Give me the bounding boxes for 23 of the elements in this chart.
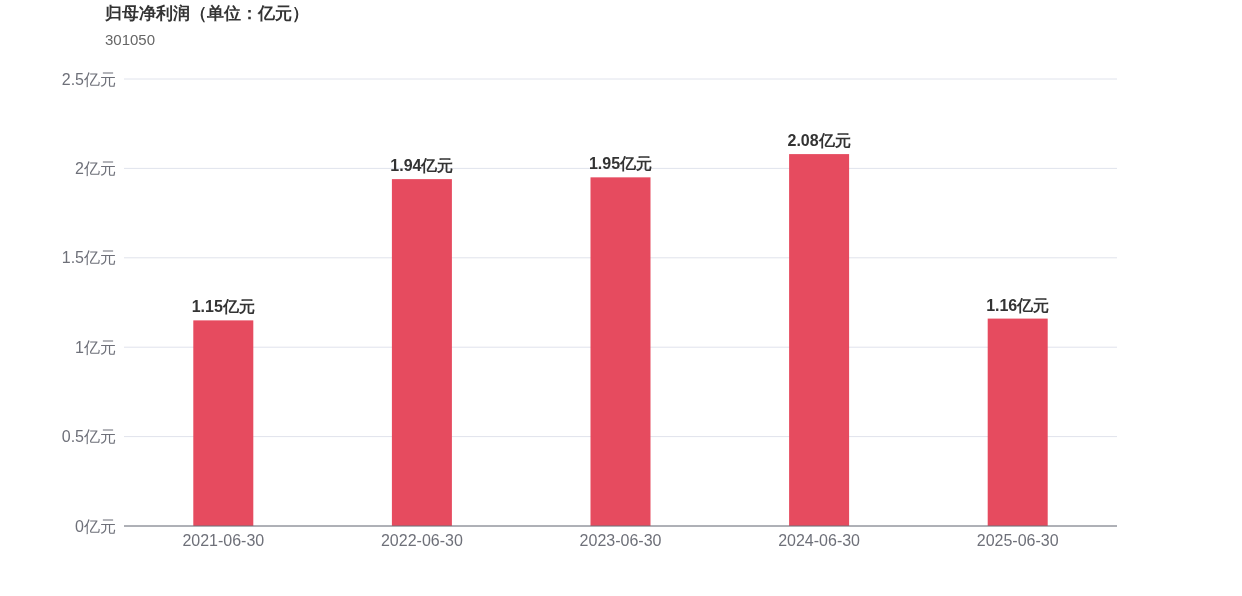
bar [590, 177, 651, 526]
y-tick-label: 0亿元 [75, 517, 116, 535]
x-tick-label: 2024-06-30 [778, 532, 861, 549]
bar [391, 179, 452, 526]
data-label: 1.16亿元 [986, 296, 1050, 314]
data-label: 1.94亿元 [390, 157, 454, 175]
y-tick-label: 1.5亿元 [61, 249, 116, 267]
bar [193, 320, 254, 526]
y-tick-label: 1亿元 [75, 338, 116, 356]
bar [789, 154, 850, 526]
x-tick-label: 2021-06-30 [182, 532, 265, 549]
data-label: 2.08亿元 [787, 132, 851, 150]
y-tick-label: 2亿元 [75, 160, 116, 177]
y-tick-label: 2.5亿元 [61, 70, 116, 88]
x-tick-label: 2025-06-30 [976, 532, 1059, 549]
y-tick-label: 0.5亿元 [61, 428, 116, 446]
chart-subtitle: 301050 [105, 31, 156, 48]
data-label: 1.95亿元 [588, 155, 653, 173]
data-label: 1.15亿元 [191, 298, 255, 316]
x-tick-label: 2023-06-30 [579, 532, 662, 549]
bar [987, 318, 1048, 526]
x-tick-label: 2022-06-30 [380, 532, 463, 549]
chart-title: 归母净利润（单位：亿元） [104, 4, 309, 23]
